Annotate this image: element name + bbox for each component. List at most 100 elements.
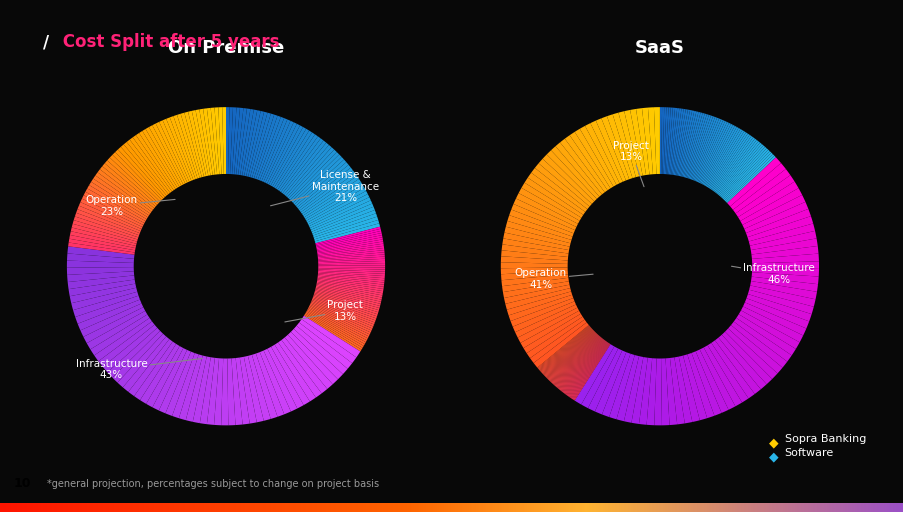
Wedge shape [70,235,135,250]
Wedge shape [166,117,193,181]
Wedge shape [538,326,589,370]
Wedge shape [743,202,807,233]
Wedge shape [73,292,138,317]
Wedge shape [284,335,332,389]
Wedge shape [267,347,303,409]
Wedge shape [563,340,604,394]
Wedge shape [173,115,198,179]
Wedge shape [547,331,594,379]
Wedge shape [274,131,312,188]
Wedge shape [719,145,764,197]
Wedge shape [663,108,668,174]
Wedge shape [750,246,817,259]
Text: Project
13%: Project 13% [612,141,648,187]
Wedge shape [742,303,805,335]
Wedge shape [545,331,593,378]
Wedge shape [68,243,135,254]
Wedge shape [236,357,249,424]
Wedge shape [703,345,741,407]
Wedge shape [556,337,600,388]
Wedge shape [304,182,362,219]
Wedge shape [714,337,760,394]
Wedge shape [678,111,694,176]
Wedge shape [561,338,602,392]
Wedge shape [629,109,646,176]
Wedge shape [520,311,580,348]
Wedge shape [749,281,816,300]
Wedge shape [177,114,200,179]
Wedge shape [318,271,385,276]
Wedge shape [90,314,149,355]
Title: On Premise: On Premise [168,39,284,57]
Wedge shape [305,311,365,346]
Wedge shape [261,119,290,182]
Wedge shape [316,233,382,248]
Wedge shape [500,250,567,261]
Wedge shape [284,143,329,196]
Wedge shape [506,221,571,243]
Text: Project
13%: Project 13% [284,300,363,322]
Wedge shape [290,152,339,201]
Wedge shape [126,140,170,194]
Wedge shape [569,343,608,398]
Wedge shape [232,108,239,174]
Wedge shape [308,307,368,338]
Wedge shape [747,216,813,242]
Wedge shape [665,358,676,425]
Wedge shape [191,110,208,176]
Wedge shape [744,298,808,329]
Wedge shape [501,244,568,257]
Wedge shape [502,239,568,253]
Wedge shape [562,339,603,393]
Wedge shape [195,110,210,176]
Text: /: / [43,33,50,51]
Wedge shape [566,341,605,395]
Wedge shape [318,252,385,260]
Wedge shape [678,355,699,422]
Wedge shape [199,109,212,175]
Wedge shape [318,257,385,262]
Wedge shape [545,330,593,377]
Wedge shape [159,120,189,182]
Wedge shape [749,285,815,307]
Wedge shape [569,342,607,397]
Wedge shape [91,179,149,217]
Wedge shape [98,322,154,367]
Wedge shape [303,179,360,217]
Wedge shape [732,169,789,214]
Wedge shape [85,188,145,223]
Wedge shape [229,108,237,174]
Wedge shape [259,118,287,181]
Wedge shape [707,130,743,188]
Wedge shape [710,134,749,190]
Wedge shape [318,250,384,258]
Wedge shape [653,107,659,174]
Wedge shape [539,327,590,371]
Wedge shape [313,294,377,316]
Wedge shape [84,192,144,225]
Wedge shape [568,342,607,397]
Wedge shape [313,217,377,240]
Wedge shape [124,142,168,196]
Wedge shape [718,144,762,196]
Wedge shape [696,120,724,182]
Wedge shape [317,248,384,257]
Wedge shape [268,125,303,185]
Wedge shape [676,110,692,176]
Wedge shape [559,337,601,390]
Wedge shape [539,327,590,372]
Wedge shape [256,116,281,180]
Wedge shape [501,278,568,292]
Wedge shape [226,107,229,174]
Wedge shape [78,300,142,330]
Wedge shape [72,220,137,242]
Wedge shape [264,349,297,412]
Wedge shape [513,199,576,230]
Wedge shape [550,333,596,382]
Wedge shape [318,273,384,281]
Wedge shape [75,295,140,324]
Wedge shape [736,314,795,355]
Wedge shape [312,214,377,238]
Wedge shape [70,284,136,303]
Wedge shape [500,271,567,280]
